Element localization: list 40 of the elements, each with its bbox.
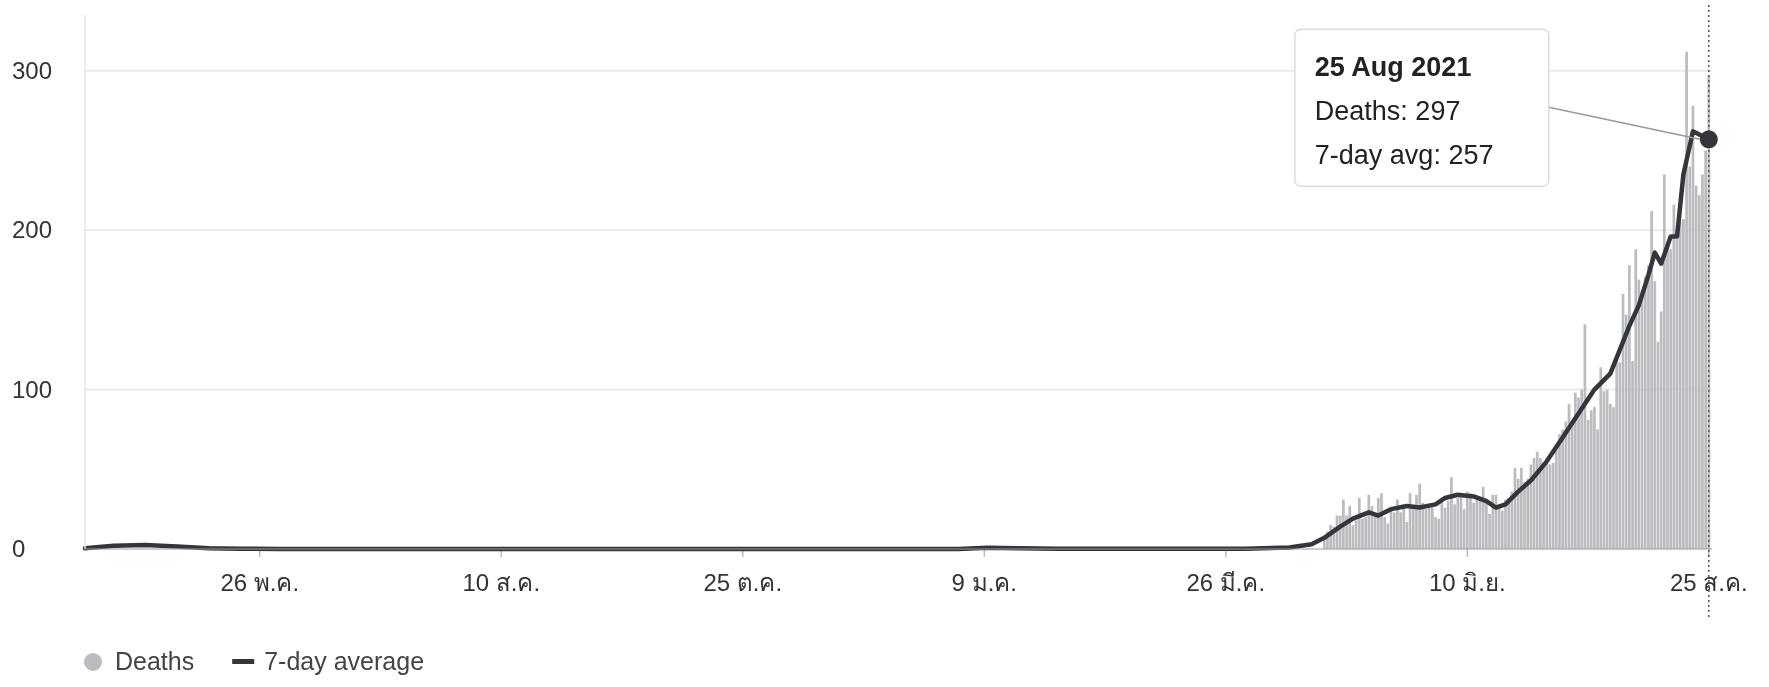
x-tick-label: 25 ส.ค. [1669, 569, 1748, 596]
bar [1418, 483, 1421, 549]
bar [1634, 249, 1638, 549]
y-tick-label: 100 [12, 375, 53, 403]
bar [1615, 360, 1619, 549]
bar [1380, 493, 1383, 549]
bar [1519, 467, 1523, 549]
x-tick-label: 25 ต.ค. [703, 569, 783, 596]
bar [1450, 477, 1453, 549]
bar [1589, 410, 1593, 549]
x-tick-label: 9 ม.ค. [951, 569, 1017, 596]
bar [1357, 497, 1361, 549]
bar [1481, 486, 1485, 549]
y-tick-label: 200 [12, 216, 53, 244]
x-tick-label: 10 ส.ค. [462, 569, 541, 596]
annotation: 25 Aug 2021 [1314, 52, 1472, 83]
bar [1574, 392, 1577, 549]
bar [1402, 504, 1406, 549]
x-tick-label: 26 มี.ค. [1186, 569, 1266, 596]
bar [1628, 265, 1631, 549]
x-tick-label: 10 มิ.ย. [1428, 569, 1506, 596]
legend-label: 7-day average [264, 647, 425, 675]
bar [1465, 491, 1469, 549]
annotation: 7-day avg: 257 [1314, 140, 1494, 171]
bar [1431, 507, 1434, 549]
bar [1599, 367, 1603, 549]
bar [1662, 174, 1666, 549]
bar [1685, 51, 1688, 549]
bar [1545, 458, 1549, 549]
annotation: Deaths: 297 [1314, 96, 1461, 127]
bar [1367, 494, 1371, 549]
legend-item: Deaths [84, 647, 195, 675]
bar [1678, 222, 1682, 549]
y-tick-label: 300 [12, 56, 53, 84]
x-tick-label: 26 พ.ค. [220, 569, 300, 596]
y-tick-label: 0 [12, 535, 26, 562]
bar [1535, 451, 1539, 549]
legend-item: 7-day average [232, 647, 425, 675]
bar [1376, 497, 1380, 549]
legend-label: Deaths [115, 647, 195, 675]
